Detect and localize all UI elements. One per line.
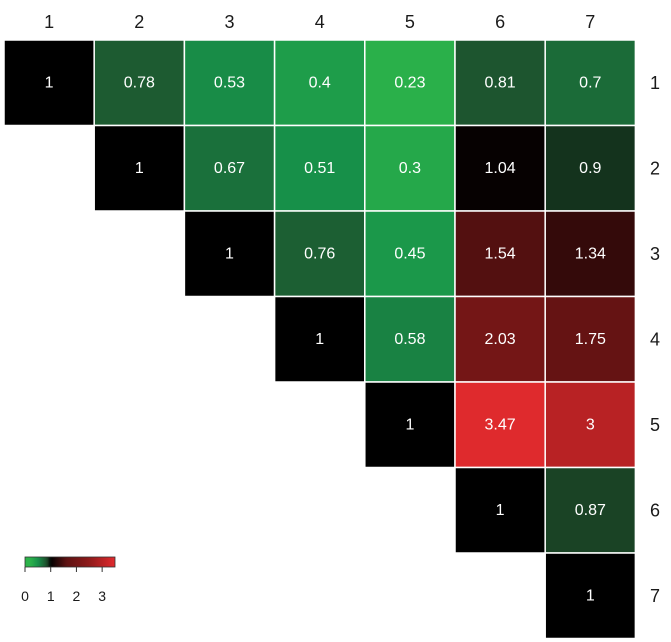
heatmap-cells: [3, 39, 637, 640]
heatmap-cell-r1-c2: [93, 39, 186, 127]
heatmap-cell-r2-c6: [454, 124, 546, 212]
x-tick-label: 6: [495, 12, 505, 32]
heatmap-cell-r3-c7: [544, 210, 637, 298]
cell-value-label: 0.4: [309, 74, 331, 91]
x-tick-label: 3: [224, 12, 234, 32]
heatmap-cell-r2-c2: [93, 124, 186, 212]
heatmap-cell-r4-c4: [273, 295, 366, 383]
cell-value-label: 1.34: [575, 245, 606, 262]
heatmap-cell-r3-c5: [364, 210, 456, 298]
cell-value-label: 0.3: [399, 160, 421, 177]
y-tick-label: 1: [650, 73, 660, 93]
heatmap-cell-r4-c6: [454, 295, 546, 383]
y-tick-label: 4: [650, 329, 660, 349]
cell-value-label: 1.75: [575, 331, 606, 348]
cell-value-label: 0.7: [579, 74, 601, 91]
cell-value-label: 0.9: [579, 160, 601, 177]
cell-value-label: 0.53: [214, 74, 245, 91]
heatmap-cell-r2-c4: [273, 124, 366, 212]
legend-tick-label: 3: [98, 588, 106, 604]
cell-value-label: 0.67: [214, 160, 245, 177]
cell-value-label: 0.78: [124, 74, 155, 91]
x-tick-label: 5: [405, 12, 415, 32]
cell-value-label: 0.87: [575, 502, 606, 519]
cell-value-label: 1: [586, 587, 595, 604]
cell-value-label: 0.76: [304, 245, 335, 262]
legend-tick-label: 0: [21, 588, 29, 604]
cell-value-label: 3: [586, 416, 595, 433]
color-legend: 0 1 2 3: [21, 556, 116, 604]
y-tick-label: 2: [650, 158, 660, 178]
y-tick-label: 7: [650, 586, 660, 606]
heatmap-cell-r1-c3: [183, 39, 276, 127]
heatmap-cell-r7-c7: [544, 552, 637, 640]
x-tick-label: 2: [134, 12, 144, 32]
legend-tick-label: 1: [47, 588, 55, 604]
cell-value-label: 3.47: [485, 416, 516, 433]
cell-value-label: 1: [45, 74, 54, 91]
y-tick-label: 5: [650, 415, 660, 435]
x-tick-label: 1: [44, 12, 54, 32]
y-tick-label: 3: [650, 244, 660, 264]
y-tick-label: 6: [650, 500, 660, 520]
cell-value-label: 1: [135, 160, 144, 177]
cell-value-label: 2.03: [485, 331, 516, 348]
heatmap-cell-r3-c6: [454, 210, 546, 298]
heatmap-cell-r3-c3: [183, 210, 276, 298]
legend-tick-label: 2: [73, 588, 81, 604]
cell-value-label: 1.04: [485, 160, 516, 177]
x-tick-label: 4: [315, 12, 325, 32]
legend-ticks: 0 1 2 3: [21, 567, 106, 604]
heatmap-cell-r1-c1: [3, 39, 95, 127]
heatmap-cell-r5-c5: [364, 381, 456, 469]
heatmap-cell-r5-c7: [544, 381, 637, 469]
cell-value-label: 0.45: [394, 245, 425, 262]
cell-value-label: 0.51: [304, 160, 335, 177]
y-axis-right: 1 2 3 4 5 6 7: [650, 73, 660, 606]
cell-value-label: 1: [496, 502, 505, 519]
heatmap-cell-r6-c7: [544, 466, 637, 554]
cell-value-label: 1: [225, 245, 234, 262]
cell-value-label: 0.58: [394, 331, 425, 348]
cell-value-label: 1: [405, 416, 414, 433]
cell-value-label: 1.54: [485, 245, 516, 262]
cell-value-label: 1: [315, 331, 324, 348]
heatmap-cell-r1-c6: [454, 39, 546, 127]
cell-value-labels: 1 0.78 0.53 0.4 0.23 0.81 0.7 1 0.67 0.51 0.3 1.04 0…: [45, 74, 606, 604]
heatmap-cell-r4-c5: [364, 295, 456, 383]
x-axis-top: 1 2 3 4 5 6 7: [44, 12, 595, 32]
legend-color-bar: [24, 556, 116, 568]
cell-value-label: 0.81: [485, 74, 516, 91]
x-tick-label: 7: [585, 12, 595, 32]
heatmap-cell-r4-c7: [544, 295, 637, 383]
cell-value-label: 0.23: [394, 74, 425, 91]
